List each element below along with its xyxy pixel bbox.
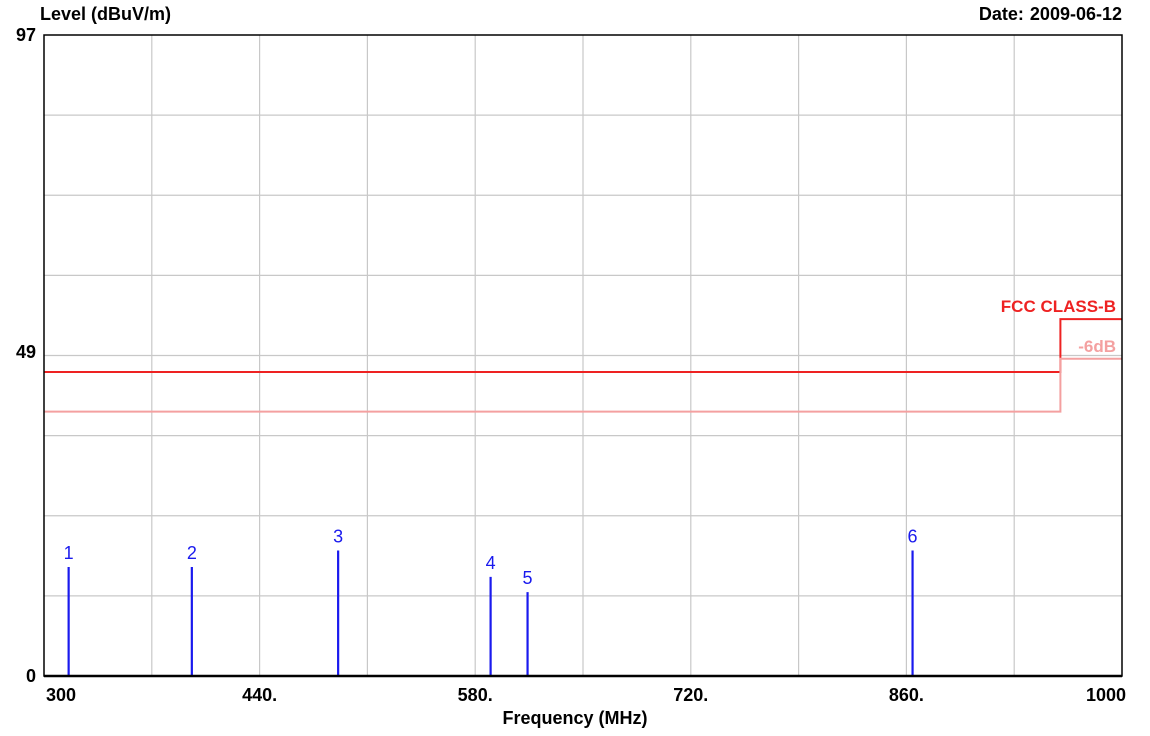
x-tick-label: 580. — [458, 685, 493, 705]
y-tick-label: 97 — [16, 25, 36, 45]
marker-3-label: 3 — [333, 526, 343, 546]
series-label-2: -6dB — [1078, 337, 1116, 356]
marker-5-label: 5 — [523, 568, 533, 588]
markers-layer: 1 2 3 4 5 6 — [64, 526, 918, 676]
y-tick-label: 49 — [16, 342, 36, 362]
date-readout: Date: 2009-06-12 — [979, 4, 1122, 25]
x-tick-label: 1000 — [1086, 685, 1126, 705]
marker-1-label: 1 — [64, 543, 74, 563]
x-tick-label: 860. — [889, 685, 924, 705]
marker-4-label: 4 — [486, 553, 496, 573]
limit-line-2 — [44, 357, 1122, 413]
y-tick-label: 0 — [26, 666, 36, 686]
y-axis-label: Level (dBuV/m) — [40, 4, 172, 24]
grid — [44, 35, 1122, 676]
x-tick-label: 440. — [242, 685, 277, 705]
series-label-1: FCC CLASS-B — [1001, 297, 1116, 316]
date-value: 2009-06-12 — [1029, 4, 1122, 24]
marker-2-label: 2 — [187, 543, 197, 563]
x-axis-label: Frequency (MHz) — [502, 708, 648, 728]
limit-line-1 — [44, 318, 1122, 374]
x-tick-label: 300 — [46, 685, 76, 705]
date-label: Date: — [978, 4, 1024, 24]
x-tick-label: 720. — [673, 685, 708, 705]
x-tick-labels: 300 440. 580. 720. 860. 1000 — [46, 685, 1126, 705]
series-layer: FCC CLASS-B -6dB — [44, 297, 1122, 413]
y-tick-labels: 0 49 97 — [16, 25, 36, 686]
marker-6-label: 6 — [908, 526, 918, 546]
